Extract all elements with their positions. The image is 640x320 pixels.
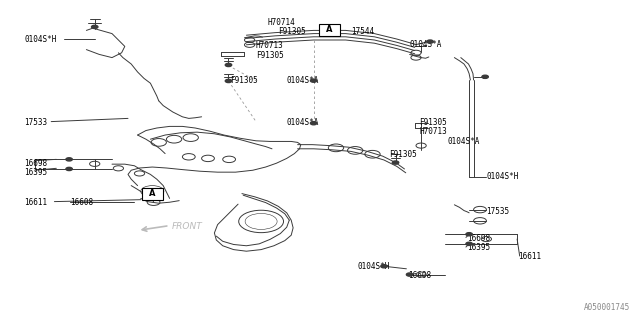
Text: 16608: 16608 <box>408 271 431 280</box>
Text: 17535: 17535 <box>486 207 509 216</box>
Circle shape <box>466 242 472 245</box>
Text: 16611: 16611 <box>24 198 47 207</box>
Text: 16698: 16698 <box>467 234 490 243</box>
Circle shape <box>92 25 98 28</box>
Text: 0104S*H: 0104S*H <box>486 172 519 181</box>
Text: A: A <box>149 189 156 198</box>
Text: F91305: F91305 <box>419 118 447 127</box>
Text: 16608: 16608 <box>70 198 93 207</box>
Text: F91305: F91305 <box>278 28 306 36</box>
Circle shape <box>406 273 413 276</box>
Text: 16395: 16395 <box>24 168 47 177</box>
Text: F91305: F91305 <box>256 51 284 60</box>
Text: 17544: 17544 <box>351 28 374 36</box>
FancyBboxPatch shape <box>142 188 163 200</box>
FancyBboxPatch shape <box>319 24 340 36</box>
Text: F91305: F91305 <box>230 76 258 85</box>
Text: 16611: 16611 <box>518 252 541 261</box>
Circle shape <box>66 167 72 171</box>
Text: A050001745: A050001745 <box>584 303 630 312</box>
Text: F91305: F91305 <box>389 150 417 159</box>
Circle shape <box>381 265 387 268</box>
Text: H70713: H70713 <box>419 127 447 136</box>
Text: A: A <box>326 25 333 34</box>
Circle shape <box>392 161 399 164</box>
Text: 0104S*A: 0104S*A <box>448 137 481 146</box>
Text: FRONT: FRONT <box>172 222 202 231</box>
Text: H70714: H70714 <box>268 18 295 27</box>
Circle shape <box>225 79 232 83</box>
Circle shape <box>466 233 472 236</box>
Text: 17533: 17533 <box>24 118 47 127</box>
Text: 16395: 16395 <box>467 244 490 252</box>
Circle shape <box>310 79 317 82</box>
Text: 0104S*H: 0104S*H <box>357 262 390 271</box>
Text: 16698: 16698 <box>24 159 47 168</box>
Text: 0104S*A: 0104S*A <box>287 76 319 85</box>
Text: 0104S*A: 0104S*A <box>287 118 319 127</box>
Circle shape <box>310 122 317 125</box>
Text: H70713: H70713 <box>256 41 284 50</box>
Text: 0104S*H: 0104S*H <box>24 35 57 44</box>
Circle shape <box>482 75 488 78</box>
Text: 0104S*A: 0104S*A <box>410 40 442 49</box>
Circle shape <box>427 40 433 43</box>
Circle shape <box>225 63 232 67</box>
Circle shape <box>66 158 72 161</box>
